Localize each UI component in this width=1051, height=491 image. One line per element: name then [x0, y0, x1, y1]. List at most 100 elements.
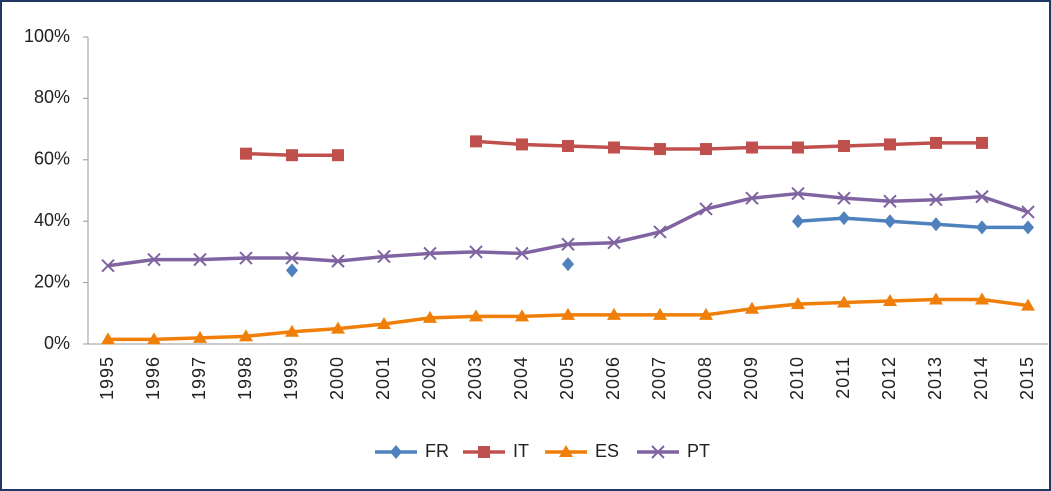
- marker: [516, 138, 528, 151]
- x-tick-label: 2009: [741, 356, 761, 400]
- marker: [101, 332, 115, 345]
- marker: [883, 194, 897, 208]
- marker: [515, 246, 529, 261]
- y-tick-label: 100%: [24, 26, 70, 46]
- marker: [699, 307, 713, 320]
- legend-marker: [390, 445, 402, 459]
- y-tick-label: 40%: [34, 210, 70, 230]
- marker: [745, 191, 759, 205]
- marker: [884, 138, 896, 151]
- marker: [975, 189, 989, 204]
- x-tick-label: 2010: [787, 356, 807, 400]
- x-tick-label: 2015: [1017, 356, 1037, 400]
- marker: [423, 246, 437, 261]
- x-tick-label: 2011: [833, 356, 853, 399]
- x-tick-label: 1995: [97, 356, 117, 400]
- marker: [331, 321, 345, 334]
- y-tick-label: 60%: [34, 149, 70, 169]
- marker: [837, 295, 851, 308]
- x-tick-label: 1999: [281, 356, 301, 400]
- marker: [883, 294, 897, 307]
- marker: [101, 259, 115, 273]
- marker: [562, 257, 574, 272]
- y-tick-label: 20%: [34, 271, 70, 291]
- marker: [377, 249, 391, 264]
- marker: [240, 147, 252, 160]
- legend-marker: [559, 445, 573, 457]
- x-tick-label: 2001: [373, 356, 393, 400]
- x-tick-label: 2003: [465, 356, 485, 400]
- x-tick-label: 1998: [235, 356, 255, 400]
- marker: [1022, 220, 1034, 235]
- marker: [561, 237, 575, 251]
- marker: [377, 317, 391, 330]
- marker: [699, 202, 713, 216]
- marker: [975, 292, 989, 305]
- marker: [791, 186, 805, 201]
- x-tick-label: 1996: [143, 356, 163, 400]
- marker: [792, 141, 804, 154]
- x-tick-label: 1997: [189, 356, 209, 400]
- marker: [147, 332, 161, 345]
- marker: [929, 193, 943, 207]
- marker: [286, 149, 298, 162]
- legend-label: PT: [687, 441, 710, 461]
- marker: [469, 309, 483, 322]
- marker: [976, 136, 988, 149]
- marker: [331, 254, 345, 268]
- x-tick-label: 2012: [879, 356, 899, 400]
- marker: [837, 191, 851, 205]
- x-tick-label: 2000: [327, 356, 347, 400]
- marker: [239, 251, 253, 265]
- legend-marker: [478, 446, 490, 458]
- marker: [700, 143, 712, 156]
- marker: [562, 139, 574, 152]
- legend-label: IT: [513, 441, 529, 461]
- x-tick-label: 2002: [419, 356, 439, 400]
- marker: [561, 307, 575, 320]
- marker: [469, 245, 483, 259]
- x-tick-label: 2004: [511, 356, 531, 400]
- marker: [653, 225, 667, 239]
- marker: [791, 297, 805, 310]
- x-tick-label: 2007: [649, 356, 669, 400]
- marker: [285, 324, 299, 337]
- x-tick-label: 2013: [925, 356, 945, 400]
- marker: [746, 141, 758, 154]
- marker: [929, 292, 943, 305]
- legend-label: ES: [595, 441, 619, 461]
- marker: [654, 143, 666, 156]
- marker: [792, 214, 804, 229]
- marker: [332, 149, 344, 162]
- marker: [285, 251, 299, 265]
- y-tick-label: 80%: [34, 87, 70, 107]
- marker: [607, 235, 621, 250]
- marker: [423, 310, 437, 323]
- marker: [470, 135, 482, 148]
- marker: [286, 263, 298, 278]
- marker: [838, 139, 850, 152]
- legend-marker: [651, 445, 665, 459]
- x-tick-label: 2005: [557, 356, 577, 400]
- x-tick-label: 2006: [603, 356, 623, 400]
- x-tick-label: 2014: [971, 356, 991, 400]
- marker: [608, 141, 620, 154]
- marker: [193, 330, 207, 343]
- marker: [1021, 298, 1035, 311]
- marker: [239, 329, 253, 342]
- marker: [976, 220, 988, 235]
- marker: [147, 252, 161, 267]
- marker: [838, 211, 850, 226]
- marker: [515, 309, 529, 322]
- legend-label: FR: [425, 441, 449, 461]
- marker: [930, 217, 942, 232]
- x-tick-label: 2008: [695, 356, 715, 400]
- marker: [607, 307, 621, 320]
- marker: [930, 136, 942, 149]
- marker: [884, 214, 896, 229]
- marker: [1021, 205, 1035, 219]
- marker: [193, 252, 207, 267]
- marker: [745, 301, 759, 314]
